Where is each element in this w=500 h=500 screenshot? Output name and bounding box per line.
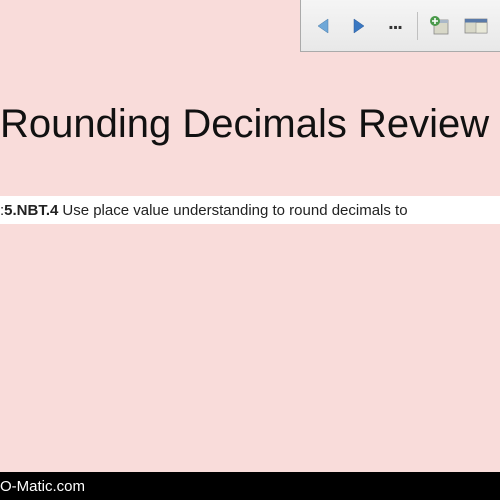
new-tab-icon xyxy=(428,14,452,38)
page-title: Rounding Decimals Review xyxy=(0,102,500,147)
standard-box: : 5.NBT.4 Use place value understanding … xyxy=(0,196,500,224)
forward-button[interactable] xyxy=(343,10,375,42)
browser-toolbar: ... xyxy=(300,0,500,52)
watermark-bar: O-Matic.com xyxy=(0,472,500,500)
watermark-text: O-Matic.com xyxy=(0,478,85,495)
panel-button[interactable] xyxy=(460,10,492,42)
new-tab-button[interactable] xyxy=(424,10,456,42)
back-arrow-icon xyxy=(311,14,335,38)
more-icon: ... xyxy=(388,13,402,39)
standard-code: 5.NBT.4 xyxy=(4,202,58,219)
panel-icon xyxy=(463,14,489,38)
toolbar-separator xyxy=(417,12,418,40)
more-button[interactable]: ... xyxy=(379,10,411,42)
back-button[interactable] xyxy=(307,10,339,42)
standard-text: Use place value understanding to round d… xyxy=(62,202,407,219)
forward-arrow-icon xyxy=(347,14,371,38)
